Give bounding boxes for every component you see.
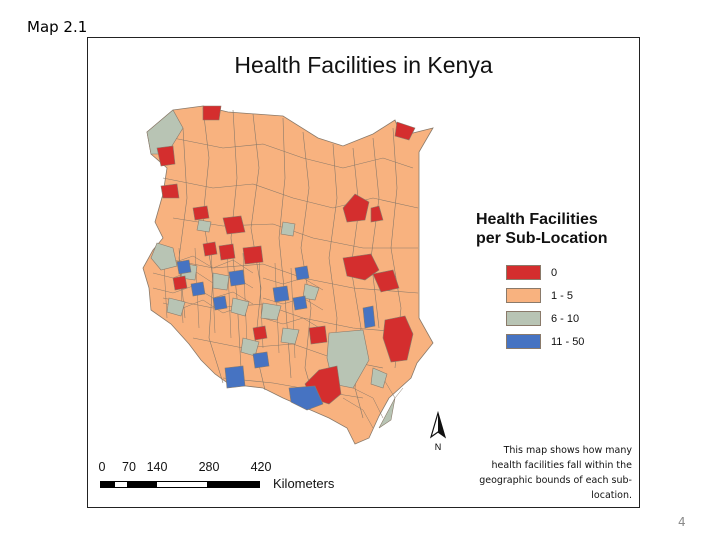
map-note: This map shows how many health facilitie… bbox=[470, 443, 632, 503]
note-line: health facilities fall within the bbox=[491, 460, 632, 471]
legend-label: 0 bbox=[551, 266, 558, 279]
legend-item: 1 - 5 bbox=[506, 288, 636, 303]
legend-swatch bbox=[506, 288, 541, 303]
regions-0 bbox=[156, 105, 416, 405]
scale-segment bbox=[114, 481, 128, 488]
scale-tick: 140 bbox=[146, 460, 168, 474]
legend-label: 1 - 5 bbox=[551, 289, 574, 302]
scale-segment bbox=[156, 481, 208, 488]
regions-11-50 bbox=[176, 259, 376, 411]
scale-tick: 0 bbox=[98, 460, 106, 474]
scale-segment bbox=[128, 481, 156, 488]
scale-bar: 0 70 140 280 420 Kilometers bbox=[96, 460, 336, 500]
page-number: 4 bbox=[678, 515, 686, 529]
scale-segment bbox=[100, 481, 114, 488]
legend-label: 11 - 50 bbox=[551, 335, 585, 348]
note-line: This map shows how many bbox=[503, 445, 632, 456]
slide-label: Map 2.1 bbox=[27, 18, 88, 36]
map-title: Health Facilities in Kenya bbox=[234, 52, 493, 78]
scale-tick: 280 bbox=[198, 460, 220, 474]
kenya-map bbox=[142, 105, 434, 445]
north-arrow-icon: N bbox=[429, 411, 447, 452]
legend-swatch bbox=[506, 334, 541, 349]
legend-title: Health Facilities per Sub-Location bbox=[476, 210, 636, 248]
scale-segment bbox=[208, 481, 260, 488]
legend-item: 0 bbox=[506, 265, 636, 280]
legend-items: 0 1 - 5 6 - 10 11 - 50 bbox=[476, 265, 636, 349]
map-frame: Health Facilities in Kenya bbox=[87, 37, 640, 508]
scale-bar-segments bbox=[100, 481, 260, 488]
note-line: geographic bounds of each sub- bbox=[479, 475, 632, 486]
legend-swatch bbox=[506, 265, 541, 280]
north-label: N bbox=[435, 442, 442, 452]
scale-tick: 70 bbox=[122, 460, 136, 474]
legend-item: 6 - 10 bbox=[506, 311, 636, 326]
legend-title-line2: per Sub-Location bbox=[476, 230, 608, 247]
note-line: location. bbox=[591, 490, 632, 501]
legend-label: 6 - 10 bbox=[551, 312, 580, 325]
scale-units: Kilometers bbox=[273, 476, 335, 491]
legend-title-line1: Health Facilities bbox=[476, 211, 598, 228]
legend-item: 11 - 50 bbox=[506, 334, 636, 349]
legend-swatch bbox=[506, 311, 541, 326]
scale-tick: 420 bbox=[250, 460, 272, 474]
map-legend: Health Facilities per Sub-Location 0 1 - … bbox=[476, 210, 636, 357]
